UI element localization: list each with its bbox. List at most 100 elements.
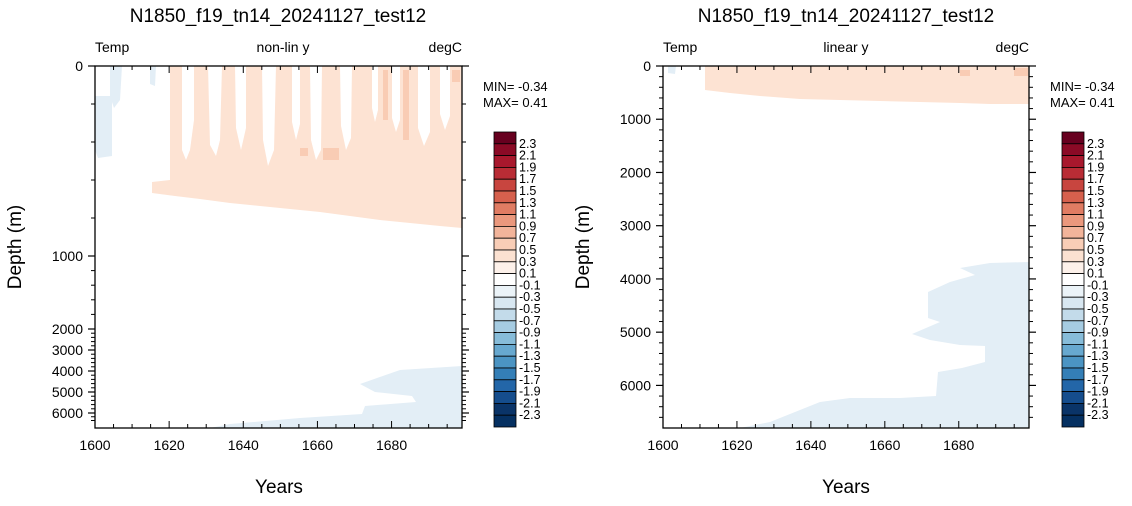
colorbar-label: -2.3	[519, 408, 541, 422]
y-axis-label: Depth (m)	[5, 205, 26, 289]
colorbar-swatch	[493, 225, 517, 239]
x-tick-label: 1640	[795, 437, 826, 453]
colorbar-label: 1.5	[1087, 184, 1104, 198]
colorbar-swatch	[493, 391, 517, 404]
colorbar-label: -0.9	[1087, 326, 1109, 340]
colorbar-label: -1.9	[519, 385, 541, 399]
colorbar-label: -1.3	[519, 349, 541, 363]
colorbar-swatch	[493, 402, 517, 416]
subtitle-right: degC	[429, 39, 462, 55]
min-label: MIN= -0.34	[483, 79, 548, 94]
y-tick-label: 0	[75, 58, 83, 74]
cool-surface-patches	[668, 66, 676, 74]
colorbar-label: -0.1	[519, 278, 541, 292]
colorbar-label: 0.7	[519, 231, 536, 245]
y-tick-label: 4000	[52, 363, 83, 379]
colorbar-label: -1.7	[519, 373, 541, 387]
y-tick-label: 4000	[620, 271, 651, 287]
colorbar-label: 1.9	[519, 160, 536, 174]
colorbar-swatch	[493, 414, 517, 428]
colorbar-label: 0.1	[1087, 267, 1104, 281]
subtitle-left: Temp	[95, 39, 129, 55]
colorbar-swatch	[493, 367, 517, 381]
colorbar-swatch	[493, 237, 517, 251]
colorbar-label: -1.5	[1087, 361, 1109, 375]
colorbar-swatch	[493, 320, 517, 333]
x-tick-label: 1660	[302, 437, 333, 453]
colorbar-label: -2.1	[1087, 396, 1109, 410]
colorbar-swatch	[493, 249, 517, 263]
colorbar-label: -0.5	[519, 302, 541, 316]
colorbar-swatch	[1061, 155, 1085, 168]
colorbar-label: -1.1	[519, 337, 541, 351]
max-label: MAX= 0.41	[483, 95, 548, 110]
colorbar-swatch	[1061, 355, 1085, 369]
colorbar-swatch	[493, 178, 517, 192]
max-label: MAX= 0.41	[1050, 95, 1115, 110]
colorbar-label: 2.1	[1087, 149, 1104, 163]
colorbar-label: -1.5	[519, 361, 541, 375]
cool-deep-region	[740, 262, 1029, 428]
colorbar-swatch	[1061, 402, 1085, 416]
colorbar-swatch	[1061, 143, 1085, 157]
chart-title: N1850_f19_tn14_20241127_test12	[698, 6, 995, 27]
y-axis-label: Depth (m)	[573, 205, 594, 289]
colorbar-swatch	[493, 190, 517, 204]
axis-ticks: 1600 1620 1640 1660 1680 0 1000 2000 3000 4000 500…	[620, 58, 1036, 453]
y-tick-label: 5000	[620, 324, 651, 340]
colorbar-swatch	[1061, 214, 1085, 227]
plot-area	[663, 66, 1029, 428]
plot-area	[95, 66, 462, 428]
subtitle-right: degC	[996, 39, 1029, 55]
colorbar-swatch	[493, 214, 517, 227]
colorbar-swatch	[1061, 261, 1085, 274]
colorbar-swatch	[1061, 284, 1085, 298]
x-tick-label: 1620	[721, 437, 752, 453]
colorbar-swatch	[493, 261, 517, 274]
colorbar-swatch	[1061, 249, 1085, 263]
x-tick-label: 1600	[79, 437, 110, 453]
colorbar-label: 1.5	[519, 184, 536, 198]
colorbar: 2.32.11.91.71.51.31.10.90.70.50.30.1-0.1…	[1061, 131, 1109, 428]
y-tick-label: 1000	[52, 248, 83, 264]
colorbar-label: 0.1	[519, 267, 536, 281]
colorbar-swatch	[493, 273, 517, 286]
colorbar-swatch	[493, 308, 517, 322]
subtitle-center: linear y	[823, 39, 868, 55]
y-tick-label: 3000	[52, 342, 83, 358]
cool-surface-patches	[95, 66, 156, 158]
colorbar-swatch	[1061, 178, 1085, 192]
colorbar-swatch	[493, 155, 517, 168]
colorbar-label: 2.1	[519, 149, 536, 163]
y-tick-label: 5000	[52, 384, 83, 400]
colorbar-label: 1.7	[519, 172, 536, 186]
colorbar-label: -0.3	[519, 290, 541, 304]
subtitle-left: Temp	[663, 39, 697, 55]
plot-frame	[94, 65, 463, 429]
colorbar-label: -2.3	[1087, 408, 1109, 422]
colorbar-swatch	[493, 143, 517, 157]
colorbar-swatch	[1061, 202, 1085, 216]
panel-right: N1850_f19_tn14_20241127_test12 Temp line…	[573, 6, 1115, 498]
axis-ticks: 1600 1620 1640 1660 1680 0 1000 2000 3000 4000 500…	[52, 58, 469, 453]
chart-title: N1850_f19_tn14_20241127_test12	[130, 6, 427, 27]
colorbar-swatch	[1061, 131, 1085, 145]
y-tick-label: 3000	[620, 218, 651, 234]
y-tick-label: 6000	[620, 377, 651, 393]
x-axis-label: Years	[255, 477, 303, 498]
colorbar-label: 0.5	[1087, 243, 1104, 257]
colorbar-swatch	[1061, 379, 1085, 392]
colorbar-swatch	[1061, 190, 1085, 204]
colorbar-swatch	[493, 284, 517, 298]
colorbar-swatch	[493, 131, 517, 145]
colorbar-label: 0.3	[519, 255, 536, 269]
y-tick-label: 1000	[620, 111, 651, 127]
colorbar-label: -0.1	[1087, 278, 1109, 292]
colorbar-label: 1.9	[1087, 160, 1104, 174]
colorbar-label: -0.7	[519, 314, 541, 328]
colorbar-label: 1.1	[519, 208, 536, 222]
colorbar-label: -2.1	[519, 396, 541, 410]
y-tick-label: 2000	[52, 321, 83, 337]
colorbar-label: 0.5	[519, 243, 536, 257]
